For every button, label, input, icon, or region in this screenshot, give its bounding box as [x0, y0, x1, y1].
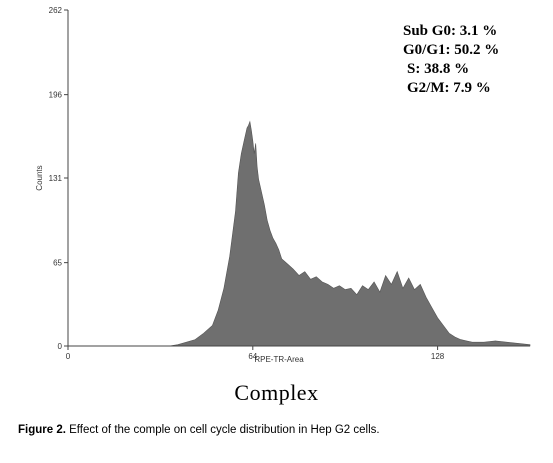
phase-statistic: Sub G0: 3.1 % [403, 23, 497, 39]
histogram-chart: 0 65 131 196 262 0 64 128 RPE-TR-Area Counts Sub G… [35, 6, 531, 364]
figure-label: Figure 2. [18, 424, 66, 436]
y-tick-label: 262 [49, 6, 63, 15]
histogram-area [169, 120, 531, 347]
figure-caption-text: Effect of the comple on cell cycle distr… [69, 424, 380, 436]
x-tick-label: 0 [66, 352, 71, 361]
y-tick-label: 131 [49, 174, 63, 183]
x-axis-title: RPE-TR-Area [254, 355, 304, 364]
phase-statistic: G0/G1: 50.2 % [403, 42, 499, 58]
x-tick-label: 64 [248, 352, 257, 361]
y-tick-label: 196 [49, 91, 63, 100]
phase-statistic: S: 38.8 % [407, 61, 469, 77]
chart-caption-title: Complex [234, 380, 319, 405]
y-tick-label: 65 [53, 259, 62, 268]
y-axis-title: Counts [35, 165, 44, 190]
x-tick-label: 128 [431, 352, 445, 361]
y-tick-label: 0 [58, 342, 63, 351]
figure-caption: Figure 2. Effect of the comple on cell c… [18, 424, 380, 436]
phase-statistic: G2/M: 7.9 % [407, 80, 491, 96]
